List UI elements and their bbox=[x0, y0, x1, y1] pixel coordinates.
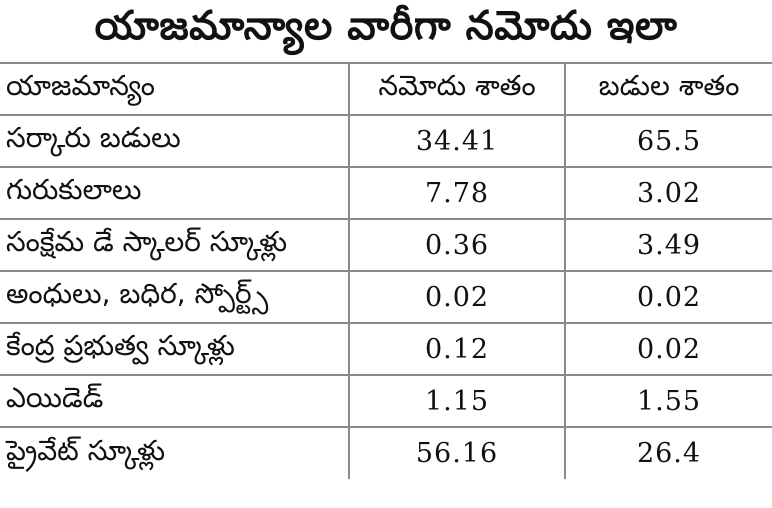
row-schools: 0.02 bbox=[564, 270, 772, 324]
row-enrollment: 1.15 bbox=[348, 374, 566, 428]
table-row: సంక్షేమ డే స్కాలర్ స్కూళ్లు 0.36 3.49 bbox=[0, 218, 772, 272]
header-enrollment-percent: నమోదు శాతం bbox=[348, 62, 566, 116]
row-name: ప్రైవేట్ స్కూళ్లు bbox=[0, 426, 350, 479]
row-name: అంధులు, బధిర, స్పోర్ట్స్ bbox=[0, 270, 350, 324]
enrollment-table: యాజమాన్యం నమోదు శాతం బడుల శాతం సర్కారు బ… bbox=[0, 62, 772, 479]
row-name: గురుకులాలు bbox=[0, 166, 350, 220]
row-schools: 65.5 bbox=[564, 114, 772, 168]
row-schools: 1.55 bbox=[564, 374, 772, 428]
header-schools-percent: బడుల శాతం bbox=[564, 62, 772, 116]
row-enrollment: 0.12 bbox=[348, 322, 566, 376]
table-row: ప్రైవేట్ స్కూళ్లు 56.16 26.4 bbox=[0, 426, 772, 479]
row-name: సర్కారు బడులు bbox=[0, 114, 350, 168]
header-management: యాజమాన్యం bbox=[0, 62, 350, 116]
row-enrollment: 7.78 bbox=[348, 166, 566, 220]
table-row: అంధులు, బధిర, స్పోర్ట్స్ 0.02 0.02 bbox=[0, 270, 772, 324]
row-name: సంక్షేమ డే స్కాలర్ స్కూళ్లు bbox=[0, 218, 350, 272]
table-title: యాజమాన్యాల వారీగా నమోదు ఇలా bbox=[94, 3, 678, 49]
table-row: సర్కారు బడులు 34.41 65.5 bbox=[0, 114, 772, 168]
row-enrollment: 56.16 bbox=[348, 426, 566, 479]
row-enrollment: 0.02 bbox=[348, 270, 566, 324]
row-schools: 3.02 bbox=[564, 166, 772, 220]
row-enrollment: 34.41 bbox=[348, 114, 566, 168]
row-enrollment: 0.36 bbox=[348, 218, 566, 272]
table-row: ఎయిడెడ్ 1.15 1.55 bbox=[0, 374, 772, 428]
row-schools: 26.4 bbox=[564, 426, 772, 479]
row-schools: 0.02 bbox=[564, 322, 772, 376]
table-row: కేంద్ర ప్రభుత్వ స్కూళ్లు 0.12 0.02 bbox=[0, 322, 772, 376]
table-row: గురుకులాలు 7.78 3.02 bbox=[0, 166, 772, 220]
row-name: కేంద్ర ప్రభుత్వ స్కూళ్లు bbox=[0, 322, 350, 376]
row-schools: 3.49 bbox=[564, 218, 772, 272]
header-row: యాజమాన్యం నమోదు శాతం బడుల శాతం bbox=[0, 62, 772, 116]
row-name: ఎయిడెడ్ bbox=[0, 374, 350, 428]
